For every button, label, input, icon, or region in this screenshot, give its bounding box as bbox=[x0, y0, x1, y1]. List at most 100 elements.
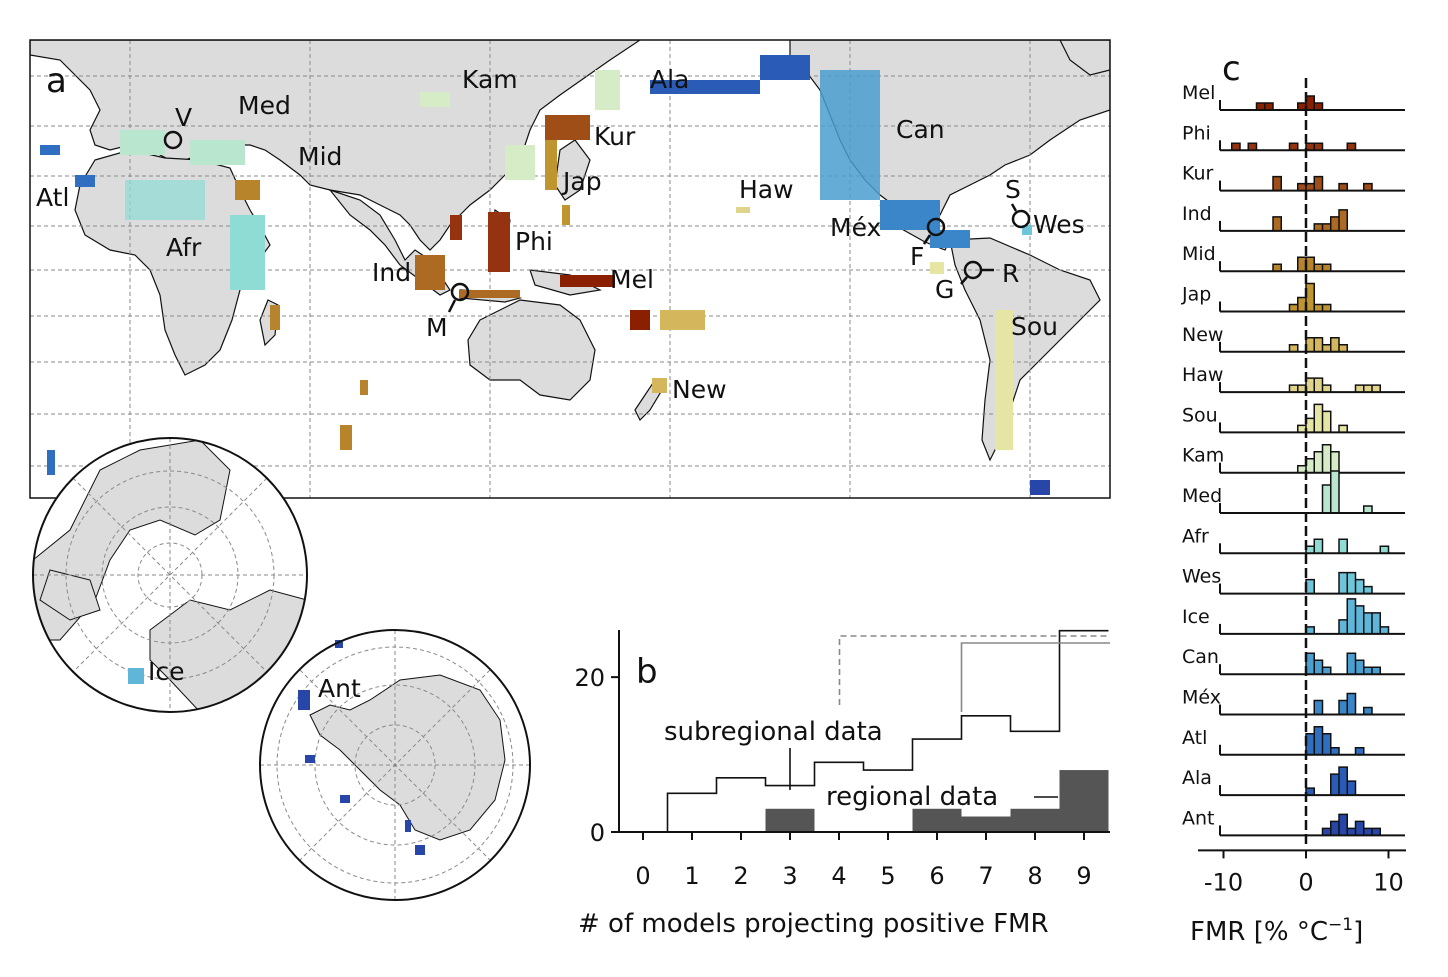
row-label-Can: Can bbox=[1182, 646, 1219, 668]
map-label-ice: Ice bbox=[148, 657, 185, 686]
bar-Mel-1 bbox=[1314, 103, 1323, 110]
bar-Mid-2 bbox=[1322, 264, 1331, 272]
map-label-s: S bbox=[1005, 175, 1021, 204]
bar-Ala-5 bbox=[1347, 781, 1356, 796]
cells-kam-3 bbox=[505, 145, 535, 180]
bar-Phi--7 bbox=[1248, 143, 1257, 151]
cells-kur bbox=[545, 115, 590, 140]
row-Med: Med bbox=[1182, 470, 1405, 514]
bar-Ind-3 bbox=[1330, 216, 1339, 231]
bar-Atl-0 bbox=[1306, 733, 1315, 755]
bar-Haw-8 bbox=[1372, 385, 1381, 393]
cells-ala-2 bbox=[760, 55, 810, 80]
row-Ice: Ice bbox=[1182, 598, 1405, 635]
row-label-Sou: Sou bbox=[1182, 404, 1218, 426]
cells-mid-2 bbox=[270, 305, 280, 330]
bar-Phi--9 bbox=[1231, 143, 1240, 151]
bar-Mel--5 bbox=[1264, 103, 1273, 110]
bar-Jap--1 bbox=[1297, 297, 1306, 312]
regional-bar-8 bbox=[1010, 808, 1060, 832]
panel-c-xlabel-main: FMR [% °C bbox=[1190, 917, 1328, 947]
panel-b-label: b bbox=[636, 652, 658, 692]
cells-mel-2 bbox=[630, 310, 650, 330]
b-xtick-label-6: 6 bbox=[929, 862, 944, 890]
row-label-Ice: Ice bbox=[1182, 606, 1210, 628]
bar-Kur-7 bbox=[1363, 183, 1372, 191]
map-label-can: Can bbox=[896, 115, 945, 144]
row-label-Med: Med bbox=[1182, 485, 1222, 507]
row-label-Phi: Phi bbox=[1182, 122, 1211, 144]
row-label-Wes: Wes bbox=[1182, 566, 1221, 588]
bar-Ant-5 bbox=[1347, 828, 1356, 836]
cells-afr-2 bbox=[125, 180, 205, 220]
regional-bar-3 bbox=[765, 808, 815, 832]
b-xtick-label-8: 8 bbox=[1027, 862, 1042, 890]
bar-Ant-3 bbox=[1330, 821, 1339, 836]
outline-Afr bbox=[1305, 538, 1390, 554]
map-label-kam: Kam bbox=[462, 65, 518, 94]
row-label-Ind: Ind bbox=[1182, 203, 1212, 225]
row-label-Afr: Afr bbox=[1182, 525, 1209, 547]
bar-Ice-6 bbox=[1355, 605, 1364, 634]
north-polar-map: Ice bbox=[32, 437, 308, 713]
map-label-ala: Ala bbox=[650, 65, 689, 94]
world-map: a V Med Mid Atl Afr Kam Kur Jap Ind Phi … bbox=[29, 39, 1111, 499]
row-label-Ant: Ant bbox=[1182, 807, 1215, 829]
outline-New bbox=[1288, 337, 1348, 352]
map-label-ant: Ant bbox=[318, 674, 361, 703]
bar-Kur--1 bbox=[1297, 183, 1306, 191]
bar-Haw--2 bbox=[1289, 385, 1298, 393]
cells-atl-2 bbox=[75, 175, 95, 187]
legend-regional-label: regional data bbox=[826, 782, 998, 812]
bar-Can-2 bbox=[1322, 667, 1331, 675]
b-ytick-label-20: 20 bbox=[574, 664, 605, 692]
cells-atl-3 bbox=[47, 450, 55, 475]
map-frame bbox=[29, 39, 1111, 499]
bar-New-3 bbox=[1330, 337, 1339, 352]
bar-Kam--1 bbox=[1297, 465, 1306, 473]
outline-Méx bbox=[1313, 692, 1373, 715]
cells-ind-2 bbox=[460, 290, 520, 298]
row-Wes: Wes bbox=[1182, 566, 1405, 595]
map-label-phi: Phi bbox=[515, 227, 553, 256]
bar-Mel--6 bbox=[1256, 103, 1265, 110]
b-xtick-label-0: 0 bbox=[635, 862, 650, 890]
row-Kam: Kam bbox=[1182, 443, 1405, 474]
cells-kam bbox=[420, 92, 450, 107]
b-ytick-label-0: 0 bbox=[590, 819, 605, 847]
bar-Phi-5 bbox=[1347, 143, 1356, 151]
row-label-Méx: Méx bbox=[1182, 687, 1221, 709]
bar-Sou-2 bbox=[1322, 411, 1331, 433]
bar-Jap--2 bbox=[1289, 304, 1298, 312]
row-label-Kam: Kam bbox=[1182, 445, 1224, 467]
bar-New-4 bbox=[1339, 344, 1348, 352]
map-label-mid: Mid bbox=[298, 142, 342, 171]
cells-kam-2 bbox=[595, 70, 620, 110]
bar-Mid-0 bbox=[1306, 257, 1315, 272]
b-xtick-label-2: 2 bbox=[733, 862, 748, 890]
map-label-wes: Wes bbox=[1033, 210, 1085, 239]
map-label-atl: Atl bbox=[36, 183, 69, 212]
bar-Ice-4 bbox=[1339, 619, 1348, 634]
cells-ind bbox=[415, 255, 445, 290]
cells-mid bbox=[235, 180, 260, 200]
cells-haw bbox=[736, 207, 750, 213]
bar-Ala-3 bbox=[1330, 774, 1339, 796]
bar-Mid--4 bbox=[1273, 264, 1282, 272]
bar-Wes-6 bbox=[1355, 579, 1364, 594]
panel-b-histogram: b 0 20 0 1 2 3 4 5 6 7 8 9 subregional data regiona… bbox=[574, 629, 1110, 939]
row-Jap: Jap bbox=[1181, 282, 1405, 313]
cells-jap bbox=[545, 140, 557, 190]
map-region-cells bbox=[40, 55, 1050, 495]
bar-Med-2 bbox=[1322, 485, 1331, 513]
map-label-new: New bbox=[672, 375, 727, 404]
panel-c-xlabel-sup: −1 bbox=[1328, 915, 1353, 935]
outline-Ala bbox=[1305, 766, 1357, 796]
outline-Phi bbox=[1231, 142, 1357, 151]
cells-ice bbox=[128, 668, 144, 684]
bar-Sou-4 bbox=[1339, 425, 1348, 433]
map-label-afr: Afr bbox=[166, 233, 202, 262]
b-xtick-label-3: 3 bbox=[782, 862, 797, 890]
bar-Can-5 bbox=[1347, 653, 1356, 675]
outline-Kam bbox=[1297, 443, 1340, 473]
